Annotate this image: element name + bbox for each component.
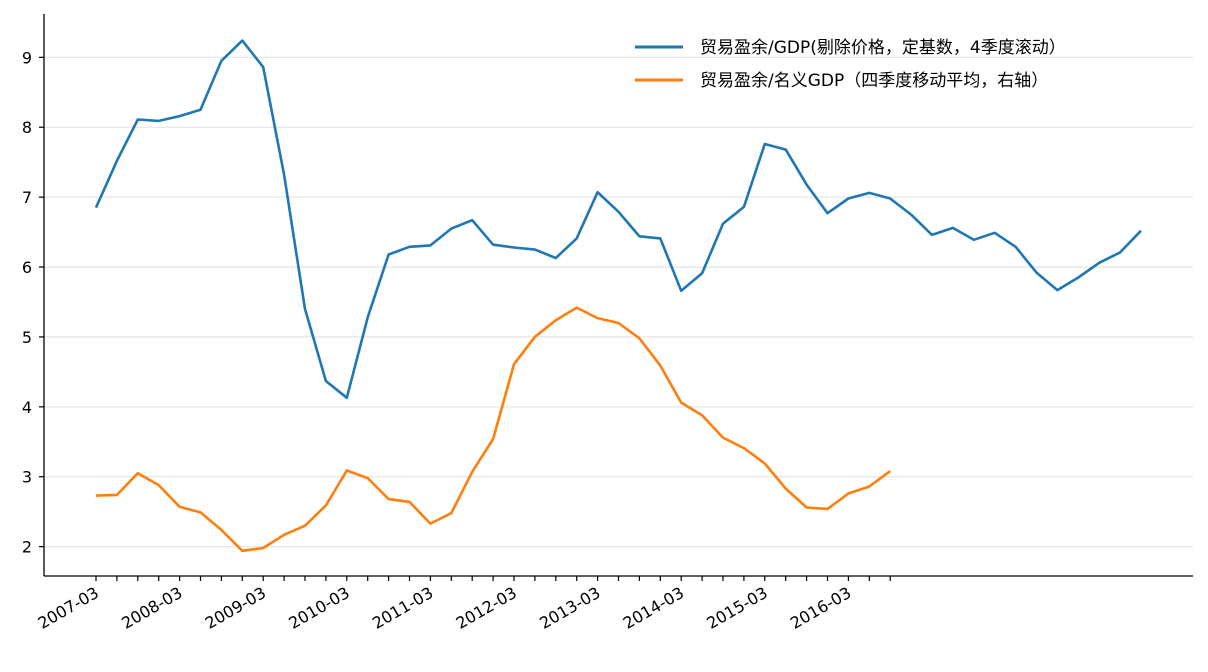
x-tick-label: 2014-03	[620, 583, 687, 633]
series-line-0	[94, 39, 1142, 400]
axes	[43, 14, 1193, 577]
series-line-1	[95, 306, 891, 553]
legend: 贸易盈余/GDP(剔除价格，定基数，4季度滚动） 贸易盈余/名义GDP（四季度移…	[635, 38, 1066, 91]
x-tick-label: 2015-03	[703, 583, 770, 633]
legend-label-series-1: 贸易盈余/名义GDP（四季度移动平均，右轴）	[700, 71, 1048, 91]
x-tick-label: 2008-03	[118, 583, 185, 633]
x-tick-label: 2009-03	[202, 583, 269, 633]
y-tick-label: 8	[22, 118, 32, 137]
x-axis-ticks: 2007-03 2008-03 2009-03 2010-03 2011-03 2012-…	[35, 576, 891, 633]
y-tick-label: 9	[22, 48, 32, 67]
y-tick-label: 4	[22, 398, 32, 417]
x-tick-label: 2012-03	[453, 583, 520, 633]
gridlines	[44, 56, 1193, 548]
x-tick-label: 2016-03	[787, 583, 854, 633]
y-tick-label: 7	[22, 188, 32, 207]
y-tick-label: 5	[22, 328, 32, 347]
x-tick-label: 2013-03	[536, 583, 603, 633]
x-tick-label: 2010-03	[285, 583, 352, 633]
y-axis-ticks: 2 3 4 5 6 7 8 9	[22, 48, 44, 557]
y-tick-label: 3	[22, 468, 32, 487]
y-tick-label: 2	[22, 538, 32, 557]
y-tick-label: 6	[22, 258, 32, 277]
series-lines	[94, 39, 1142, 553]
legend-label-series-0: 贸易盈余/GDP(剔除价格，定基数，4季度滚动）	[700, 38, 1066, 58]
x-tick-label: 2007-03	[35, 583, 102, 633]
x-tick-label: 2011-03	[369, 583, 436, 633]
